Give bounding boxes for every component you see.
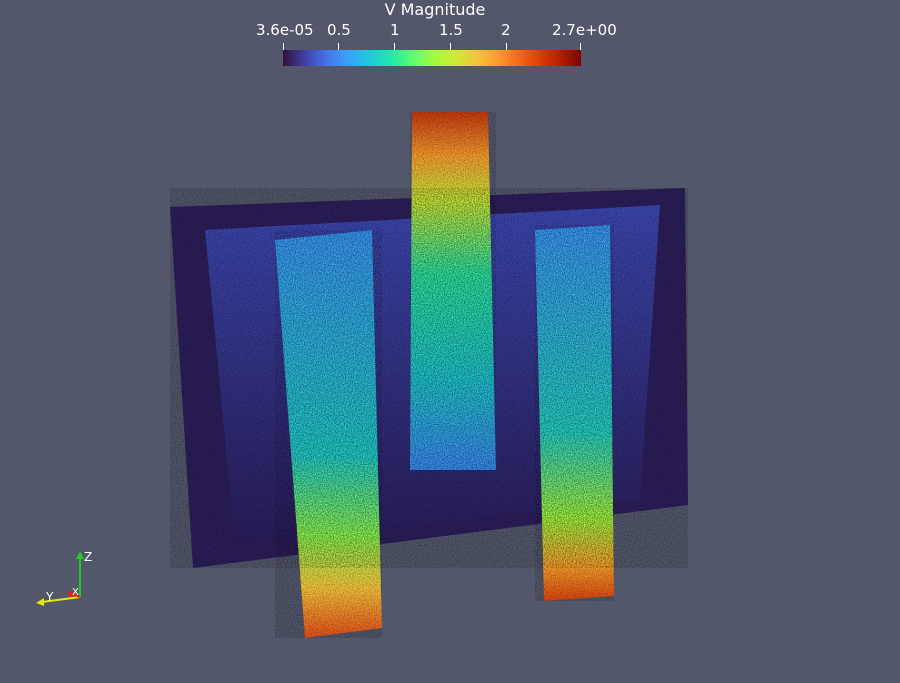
colorbar-tick-2: 2: [501, 21, 511, 39]
colorbar-tick-1-5: 1.5: [439, 21, 463, 39]
scalar-colorbar[interactable]: V Magnitude 3.6e-05 0.5 1 1.5 2 2.7e+00: [0, 0, 900, 80]
colorbar-tickmark: [338, 43, 339, 50]
colorbar-tick-min: 3.6e-05: [256, 21, 314, 39]
colorbar-tick-1: 1: [390, 21, 400, 39]
y-axis-label: Y: [45, 590, 54, 604]
y-axis-line: [41, 596, 81, 603]
particle-speckle: [170, 112, 688, 638]
colorbar-title: V Magnitude: [384, 0, 486, 19]
x-axis-arrow: [68, 591, 74, 597]
colorbar-tickmark: [394, 43, 395, 50]
colorbar-tickmark: [450, 43, 451, 50]
colorbar-tick-max: 2.7e+00: [552, 21, 617, 39]
colorbar-tickmark: [283, 43, 284, 50]
y-axis-arrow: [36, 598, 44, 606]
x-axis-label: X: [72, 587, 79, 598]
colorbar-gradient: [283, 50, 581, 66]
z-axis-arrow: [76, 551, 84, 559]
colorbar-tickmark: [580, 43, 581, 50]
colorbar-tickmark: [506, 43, 507, 50]
orientation-axes[interactable]: Z Y X: [28, 545, 108, 625]
colorbar-tick-0-5: 0.5: [327, 21, 351, 39]
z-axis-label: Z: [84, 550, 92, 564]
